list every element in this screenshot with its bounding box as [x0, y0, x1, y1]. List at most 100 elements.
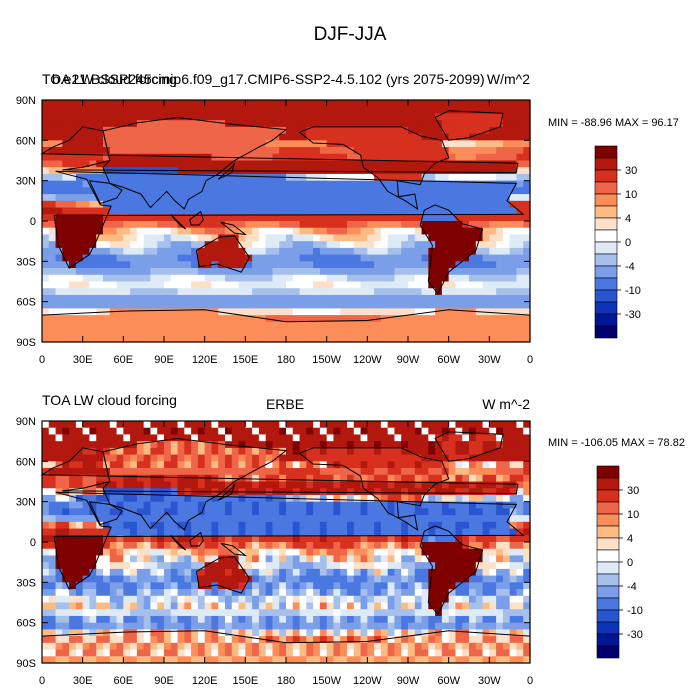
heatmap-cell	[469, 548, 477, 557]
heatmap-cell	[96, 427, 104, 436]
heatmap-cell	[116, 147, 124, 155]
heatmap-cell	[455, 474, 463, 483]
panel-bottom-stats: MIN = -106.05 MAX = 78.82	[548, 437, 685, 449]
heatmap-cell	[292, 501, 301, 509]
heatmap-cell	[123, 582, 131, 590]
heatmap-cell	[509, 126, 518, 135]
heatmap-cell	[177, 301, 185, 309]
heatmap-cell	[218, 521, 226, 530]
heatmap-cell	[75, 241, 84, 249]
heatmap-cell	[143, 542, 152, 550]
heatmap-cell	[509, 609, 518, 617]
heatmap-cell	[502, 234, 511, 242]
heatmap-cell	[164, 113, 172, 121]
heatmap-cell	[42, 120, 50, 128]
heatmap-cell	[103, 234, 111, 242]
heatmap-cell	[306, 254, 314, 262]
heatmap-cell	[48, 595, 57, 604]
heatmap-cell	[157, 335, 165, 343]
heatmap-cell	[353, 167, 362, 175]
heatmap-cell	[238, 241, 246, 249]
heatmap-cell	[75, 521, 84, 530]
heatmap-cell	[319, 153, 328, 162]
heatmap-cell	[326, 441, 335, 449]
heatmap-cell	[509, 447, 518, 456]
heatmap-cell	[116, 542, 124, 550]
heatmap-cell	[177, 501, 185, 509]
heatmap-cell	[299, 629, 307, 637]
heatmap-cell	[401, 247, 409, 256]
heatmap-cell	[143, 268, 152, 276]
heatmap-cell	[347, 528, 355, 536]
heatmap-cell	[252, 113, 260, 121]
heatmap-cell	[252, 194, 260, 202]
heatmap-cell	[299, 528, 307, 536]
heatmap-cell	[401, 528, 409, 536]
heatmap-cell	[292, 288, 301, 296]
heatmap-cell	[408, 328, 416, 336]
heatmap-cell	[272, 227, 280, 236]
heatmap-cell	[82, 582, 91, 590]
heatmap-cell	[130, 521, 138, 530]
heatmap-cell	[421, 521, 429, 530]
heatmap-cell	[245, 301, 253, 309]
heatmap-cell	[340, 328, 348, 336]
heatmap-cell	[360, 321, 368, 330]
heatmap-cell	[48, 281, 57, 289]
heatmap-cell	[252, 221, 260, 229]
heatmap-cell	[509, 288, 518, 296]
heatmap-cell	[245, 528, 253, 536]
heatmap-cell	[55, 568, 63, 577]
heatmap-cell	[421, 441, 429, 449]
heatmap-cell	[143, 474, 152, 483]
heatmap-cell	[225, 288, 233, 296]
heatmap-cell	[435, 113, 443, 121]
heatmap-cell	[401, 501, 409, 509]
heatmap-cell	[326, 100, 335, 108]
heatmap-cell	[462, 180, 470, 188]
heatmap-cell	[103, 328, 111, 336]
heatmap-cell	[265, 468, 274, 476]
heatmap-cell	[82, 113, 91, 121]
heatmap-cell	[340, 221, 348, 229]
heatmap-cell	[258, 615, 267, 624]
heatmap-cell	[380, 454, 389, 462]
heatmap-cell	[265, 207, 274, 215]
heatmap-cell	[516, 194, 524, 202]
heatmap-cell	[82, 629, 91, 637]
heatmap-cell	[489, 126, 497, 135]
heatmap-cell	[414, 568, 423, 577]
heatmap-cell	[55, 575, 63, 583]
heatmap-cell	[482, 542, 490, 550]
heatmap-cell	[177, 308, 185, 316]
heatmap-cell	[401, 254, 409, 262]
heatmap-cell	[211, 247, 219, 256]
heatmap-cell	[435, 447, 443, 456]
heatmap-cell	[516, 160, 524, 168]
heatmap-cell	[150, 602, 158, 610]
heatmap-cell	[55, 562, 63, 570]
heatmap-cell	[367, 147, 375, 155]
heatmap-cell	[103, 288, 111, 296]
heatmap-cell	[143, 562, 152, 570]
heatmap-cell	[130, 288, 138, 296]
heatmap-cell	[353, 274, 362, 283]
heatmap-cell	[96, 294, 104, 303]
heatmap-cell	[509, 595, 518, 604]
heatmap-cell	[48, 194, 57, 202]
heatmap-cell	[496, 194, 504, 202]
heatmap-cell	[489, 227, 497, 236]
heatmap-cell	[347, 474, 355, 483]
heatmap-cell	[62, 568, 70, 577]
heatmap-cell	[516, 582, 524, 590]
heatmap-cell	[421, 120, 429, 128]
heatmap-cell	[62, 454, 70, 462]
heatmap-cell	[150, 468, 158, 476]
heatmap-cell	[170, 582, 179, 590]
heatmap-cell	[313, 474, 321, 483]
heatmap-cell	[258, 160, 267, 168]
heatmap-cell	[347, 268, 355, 276]
coastline-sumatra	[170, 213, 187, 230]
heatmap-cell	[374, 221, 382, 229]
heatmap-cell	[319, 106, 328, 115]
